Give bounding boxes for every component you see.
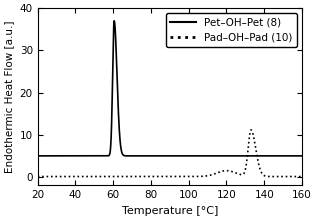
Pad–OH–Pad (10) bbox=[137, 175, 141, 178]
Line: Pad–OH–Pad (10): Pad–OH–Pad (10) bbox=[38, 130, 302, 177]
Pet–OH–Pet (8) bbox=[36, 155, 40, 157]
Pad–OH–Pad (10) bbox=[208, 174, 211, 177]
Pad–OH–Pad (10) bbox=[84, 175, 88, 178]
Pet–OH–Pet (8) bbox=[137, 155, 141, 157]
Pad–OH–Pad (10) bbox=[233, 171, 237, 174]
Y-axis label: Endothermic Heat Flow [a.u.]: Endothermic Heat Flow [a.u.] bbox=[4, 20, 14, 173]
Pad–OH–Pad (10) bbox=[300, 175, 304, 178]
Pet–OH–Pet (8) bbox=[300, 155, 304, 157]
Pet–OH–Pet (8) bbox=[84, 155, 88, 157]
Pet–OH–Pet (8) bbox=[194, 155, 198, 157]
Pet–OH–Pet (8) bbox=[112, 20, 116, 22]
Pet–OH–Pet (8) bbox=[208, 155, 211, 157]
Pad–OH–Pad (10) bbox=[249, 129, 253, 131]
Line: Pet–OH–Pet (8): Pet–OH–Pet (8) bbox=[38, 21, 302, 156]
Pet–OH–Pet (8) bbox=[253, 155, 257, 157]
Pad–OH–Pad (10) bbox=[194, 175, 198, 178]
X-axis label: Temperature [°C]: Temperature [°C] bbox=[122, 206, 218, 216]
Legend: Pet–OH–Pet (8), Pad–OH–Pad (10): Pet–OH–Pet (8), Pad–OH–Pad (10) bbox=[166, 13, 297, 47]
Pad–OH–Pad (10) bbox=[253, 143, 257, 146]
Pet–OH–Pet (8) bbox=[233, 155, 237, 157]
Pad–OH–Pad (10) bbox=[36, 175, 40, 178]
